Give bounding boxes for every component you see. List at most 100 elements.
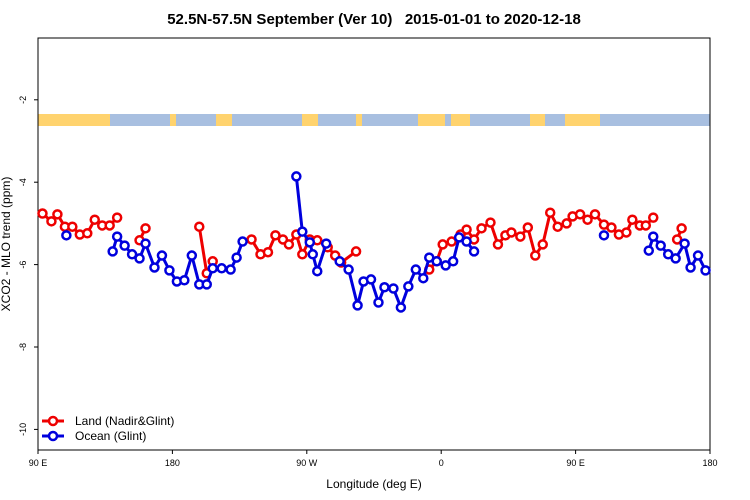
data-point xyxy=(82,228,93,239)
data-point xyxy=(582,214,593,225)
y-tick-label: -2 xyxy=(18,96,28,104)
data-point xyxy=(216,263,227,274)
data-point xyxy=(126,249,138,260)
data-point xyxy=(89,214,100,225)
data-point xyxy=(207,263,218,274)
data-point xyxy=(440,260,451,271)
data-point xyxy=(468,246,480,257)
data-point xyxy=(640,220,652,231)
data-point xyxy=(186,250,198,261)
data-point xyxy=(537,239,548,250)
data-point xyxy=(140,238,151,249)
legend-label: Ocean (Glint) xyxy=(75,429,146,443)
data-point xyxy=(648,212,659,223)
x-tick-label: 90 W xyxy=(296,458,318,468)
data-point xyxy=(312,265,323,277)
data-point xyxy=(522,222,534,233)
data-point xyxy=(297,226,308,237)
data-point xyxy=(676,223,687,234)
data-point xyxy=(61,230,72,241)
data-point xyxy=(140,223,151,234)
data-point xyxy=(304,237,316,248)
data-point xyxy=(291,171,302,182)
data-point xyxy=(134,253,145,264)
y-tick-label: -10 xyxy=(18,423,28,436)
data-point xyxy=(544,207,556,218)
data-point xyxy=(164,265,175,276)
data-point xyxy=(194,221,205,232)
data-point xyxy=(107,246,118,257)
data-point xyxy=(388,283,399,294)
data-point xyxy=(350,246,362,257)
data-point xyxy=(476,223,487,234)
data-point xyxy=(627,214,638,225)
chart-title: 52.5N-57.5N September (Ver 10) 2015-01-0… xyxy=(167,11,581,28)
data-point xyxy=(692,250,704,261)
data-point xyxy=(671,234,683,245)
data-point xyxy=(461,236,472,247)
data-point xyxy=(530,250,541,261)
data-point xyxy=(365,274,377,285)
x-axis-label: Longitude (deg E) xyxy=(326,477,421,491)
data-point xyxy=(52,209,63,220)
data-point xyxy=(320,238,332,249)
data-point xyxy=(485,217,496,228)
data-point xyxy=(506,227,517,238)
data-point xyxy=(149,262,160,273)
data-point xyxy=(156,250,168,261)
data-point xyxy=(119,240,130,251)
x-tick-label: 180 xyxy=(165,458,180,468)
data-point xyxy=(589,209,601,220)
data-point xyxy=(648,231,659,242)
data-point xyxy=(662,249,674,260)
data-point xyxy=(437,239,448,250)
y-tick-label: -8 xyxy=(18,343,28,351)
data-point xyxy=(700,265,711,276)
data-point xyxy=(453,232,465,243)
data-point xyxy=(461,224,472,235)
data-point xyxy=(270,230,281,241)
data-point xyxy=(297,249,308,260)
data-point xyxy=(431,256,442,267)
data-point xyxy=(418,272,429,284)
data-point xyxy=(552,221,563,232)
data-point xyxy=(447,256,459,267)
data-point xyxy=(334,256,345,267)
y-tick-label: -6 xyxy=(18,261,28,269)
data-point xyxy=(643,245,655,256)
data-point xyxy=(410,264,422,275)
data-point xyxy=(262,246,274,258)
data-point xyxy=(679,238,690,249)
data-point xyxy=(446,236,457,247)
x-tick-label: 90 E xyxy=(566,458,585,468)
data-point xyxy=(111,231,123,242)
data-point xyxy=(655,240,666,251)
legend-label: Land (Nadir&Glint) xyxy=(75,414,174,428)
data-point xyxy=(403,281,414,292)
data-point xyxy=(561,218,572,229)
data-point xyxy=(67,221,78,232)
data-point xyxy=(395,302,407,313)
data-point xyxy=(46,216,57,227)
data-point xyxy=(621,227,632,238)
data-point xyxy=(598,230,610,241)
data-point xyxy=(373,297,384,308)
data-point xyxy=(515,231,526,242)
y-tick-label: -4 xyxy=(18,178,28,186)
data-point xyxy=(574,209,586,220)
x-tick-label: 90 E xyxy=(29,458,48,468)
data-point xyxy=(37,208,48,219)
data-point xyxy=(104,220,115,231)
data-point xyxy=(307,249,319,260)
legend-marker xyxy=(47,430,59,442)
data-point xyxy=(492,239,504,250)
map-strip xyxy=(38,114,710,126)
data-point xyxy=(670,253,681,264)
data-point xyxy=(231,252,242,263)
x-tick-label: 0 xyxy=(439,458,444,468)
plot-frame xyxy=(37,37,711,451)
data-point xyxy=(352,300,363,311)
y-axis-label: XCO2 - MLO trend (ppm) xyxy=(0,177,13,312)
data-point xyxy=(179,275,190,286)
